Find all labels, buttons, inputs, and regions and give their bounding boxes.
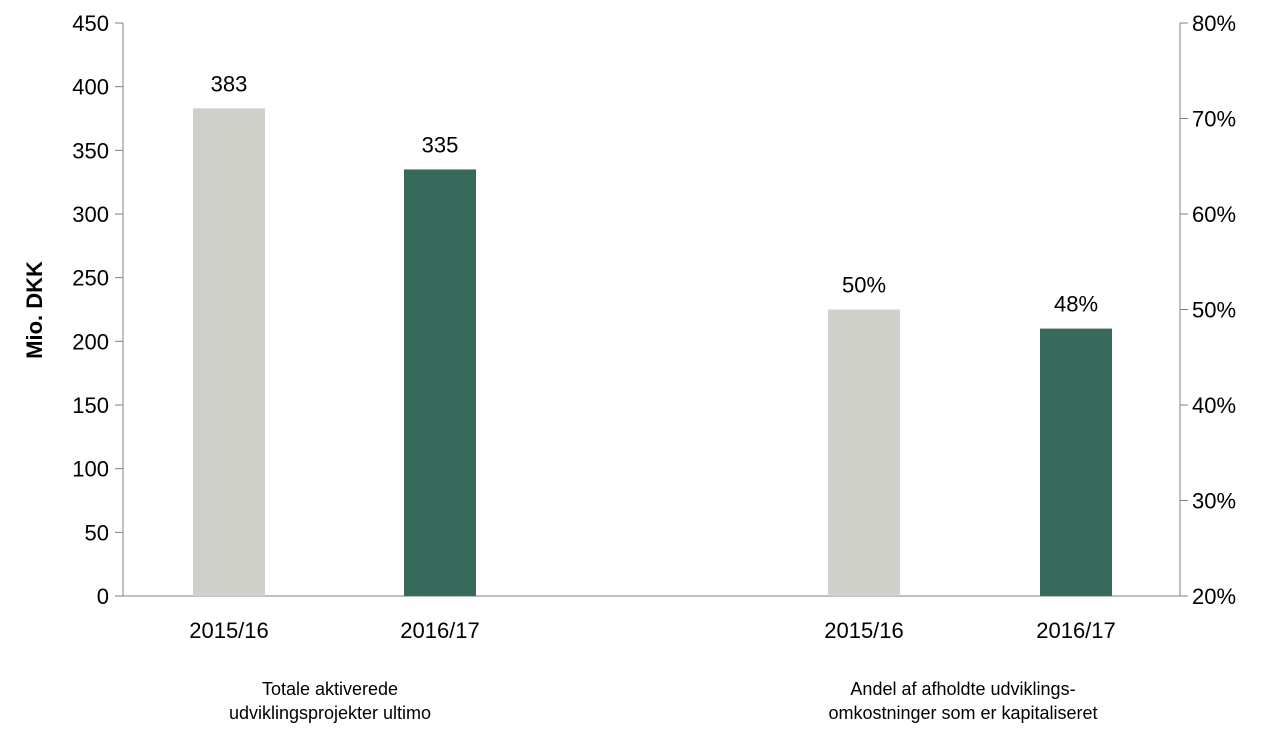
left-axis-tick-label: 450 — [72, 11, 109, 36]
bar-2-2016-17 — [1040, 328, 1112, 596]
left-axis-tick-label: 150 — [72, 393, 109, 418]
group-label-right-line-1: Andel af afholdte udviklings- — [850, 679, 1076, 699]
left-y-axis: 0 50 100 150 200 250 300 350 400 450 — [72, 11, 124, 609]
right-axis-tick-label: 50% — [1192, 298, 1236, 323]
left-axis-tick-label: 200 — [72, 329, 109, 354]
right-axis-tick-label: 80% — [1192, 11, 1236, 36]
group-label-left: Totale aktiverede udviklingsprojekter ul… — [150, 677, 510, 725]
right-axis-tick-label: 30% — [1192, 489, 1236, 514]
y-axis-title: Mio. DKK — [22, 261, 47, 359]
left-axis-tick-label: 0 — [97, 584, 109, 609]
bar-2-2015-16 — [828, 309, 900, 596]
x-tick-label: 2016/17 — [400, 618, 480, 643]
bar-1-2015-16 — [193, 108, 265, 597]
data-label: 383 — [211, 71, 248, 96]
group-label-left-line-1: Totale aktiverede — [261, 679, 399, 699]
bars — [193, 108, 1112, 597]
left-axis-tick-label: 50 — [85, 520, 109, 545]
x-axis: 2015/16 2016/17 2015/16 2016/17 — [123, 595, 1180, 643]
data-label: 335 — [422, 132, 459, 157]
group-label-left-line-2: udviklingsprojekter ultimo — [228, 703, 432, 723]
right-axis-tick-label: 20% — [1192, 584, 1236, 609]
data-labels: 383 335 50% 48% — [211, 71, 1098, 316]
right-axis-tick-label: 60% — [1192, 202, 1236, 227]
right-axis-tick-label: 40% — [1192, 393, 1236, 418]
left-axis-tick-label: 400 — [72, 75, 109, 100]
left-axis-tick-label: 250 — [72, 266, 109, 291]
left-axis-tick-label: 350 — [72, 138, 109, 163]
bar-1-2016-17 — [404, 169, 476, 596]
group-label-right-line-2: omkostninger som er kapitaliseret — [828, 703, 1098, 723]
group-label-right: Andel af afholdte udviklings- omkostning… — [783, 677, 1143, 725]
x-tick-label: 2016/17 — [1036, 618, 1116, 643]
x-tick-label: 2015/16 — [824, 618, 904, 643]
x-tick-label: 2015/16 — [189, 618, 269, 643]
right-axis-tick-label: 70% — [1192, 107, 1236, 132]
left-axis-tick-label: 300 — [72, 202, 109, 227]
right-y-axis: 20% 30% 40% 50% 60% 70% 80% — [1179, 11, 1236, 609]
left-axis-tick-label: 100 — [72, 457, 109, 482]
data-label: 48% — [1054, 292, 1098, 317]
data-label: 50% — [842, 273, 886, 298]
